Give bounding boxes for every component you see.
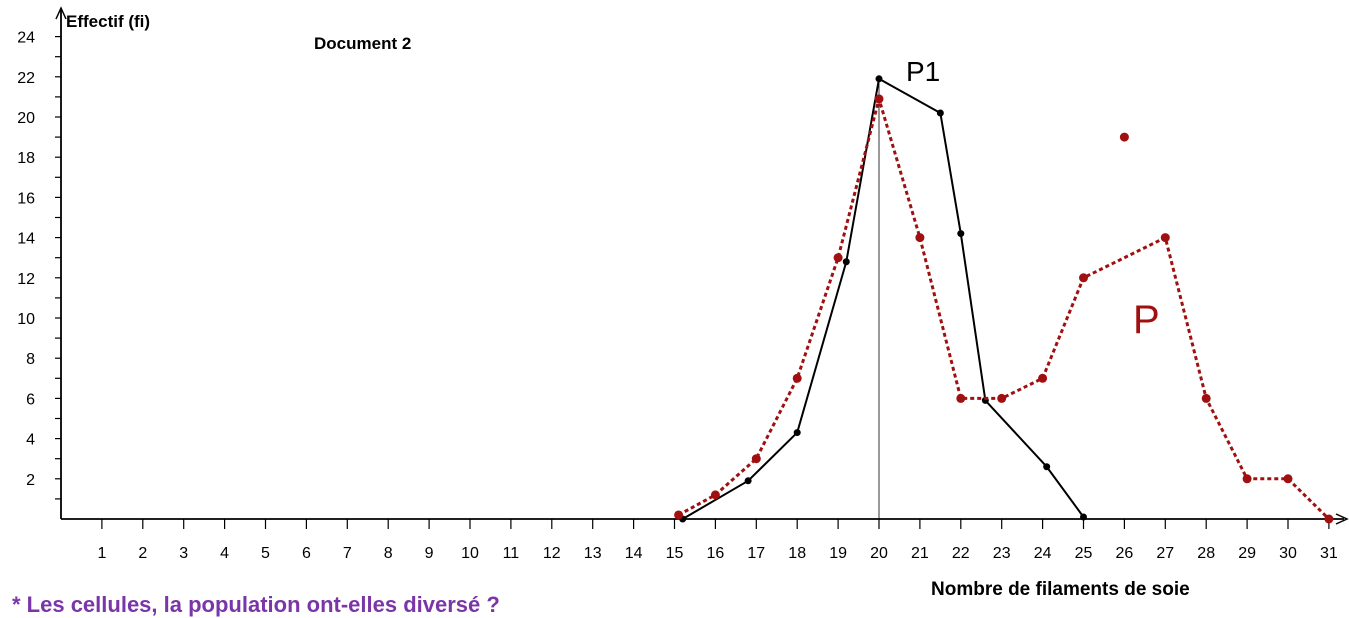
data-point-p xyxy=(1242,474,1252,484)
data-point-p xyxy=(751,454,761,464)
x-tick-label: 23 xyxy=(993,545,1011,562)
data-point-p xyxy=(1038,373,1048,383)
x-tick-label: 20 xyxy=(870,545,888,562)
question-text: * Les cellules, la population ont-elles … xyxy=(12,592,500,617)
y-tick-label: 8 xyxy=(26,351,35,368)
x-tick-label: 7 xyxy=(343,545,352,562)
x-tick-label: 2 xyxy=(138,545,147,562)
x-tick-label: 21 xyxy=(911,545,929,562)
series-line-p1 xyxy=(682,77,1085,520)
x-tick-label: 24 xyxy=(1034,545,1052,562)
y-axis-label: Effectif (fi) xyxy=(66,12,151,31)
data-point-p xyxy=(1201,393,1211,403)
data-point-p1 xyxy=(957,230,965,238)
x-tick-label: 5 xyxy=(261,545,270,562)
x-tick-label: 31 xyxy=(1320,545,1338,562)
data-point-p xyxy=(1324,514,1334,524)
data-point-p xyxy=(956,393,966,403)
data-point-p xyxy=(674,510,684,520)
y-tick-label: 18 xyxy=(17,150,35,167)
x-tick-label: 22 xyxy=(952,545,970,562)
data-point-p xyxy=(833,253,843,263)
x-tick-label: 28 xyxy=(1197,545,1215,562)
y-axis-arrow xyxy=(55,6,67,20)
y-tick-label: 10 xyxy=(17,311,35,328)
data-point-p xyxy=(915,233,925,243)
data-point-p xyxy=(710,490,720,500)
data-point-p1 xyxy=(793,429,801,437)
data-point-p1 xyxy=(1080,513,1087,521)
x-tick-label: 11 xyxy=(503,545,520,562)
series-label-p1: P1 xyxy=(906,56,941,87)
data-point-p xyxy=(1079,273,1088,283)
x-tick-label: 9 xyxy=(425,545,434,562)
x-tick-label: 25 xyxy=(1075,545,1093,562)
x-tick-label: 16 xyxy=(707,545,725,562)
data-point-p xyxy=(1119,132,1129,142)
y-tick-label: 2 xyxy=(26,472,35,489)
x-tick-label: 10 xyxy=(461,545,479,562)
data-point-p1 xyxy=(842,258,850,266)
data-point-p1 xyxy=(744,477,752,485)
data-point-p xyxy=(792,373,802,383)
x-tick-label: 17 xyxy=(747,545,765,562)
x-tick-label: 18 xyxy=(788,545,806,562)
data-point-p xyxy=(1283,474,1293,484)
data-point-p xyxy=(1160,233,1170,243)
data-point-p1 xyxy=(936,109,944,117)
y-tick-label: 24 xyxy=(17,30,35,47)
x-tick-label: 29 xyxy=(1238,545,1256,562)
document-label: Document 2 xyxy=(314,34,412,53)
data-point-p1 xyxy=(875,75,883,83)
x-tick-label: 3 xyxy=(179,545,188,562)
x-axis-label: Nombre de filaments de soie xyxy=(931,579,1190,600)
x-tick-label: 1 xyxy=(97,545,106,562)
y-tick-label: 22 xyxy=(17,70,35,87)
y-tick-label: 14 xyxy=(17,231,35,248)
y-tick-label: 4 xyxy=(26,432,35,449)
series-line-p xyxy=(677,97,1330,521)
x-tick-label: 14 xyxy=(625,545,643,562)
y-tick-label: 12 xyxy=(17,271,35,288)
x-tick-label: 13 xyxy=(584,545,602,562)
y-tick-label: 20 xyxy=(17,110,35,127)
x-tick-label: 12 xyxy=(543,545,561,562)
x-axis-arrow xyxy=(1335,513,1349,525)
y-tick-label: 6 xyxy=(26,391,35,408)
data-point-p xyxy=(997,393,1007,403)
series-label-p: P xyxy=(1133,298,1160,342)
x-tick-label: 6 xyxy=(302,545,311,562)
x-tick-label: 8 xyxy=(384,545,393,562)
x-tick-label: 26 xyxy=(1116,545,1134,562)
x-tick-label: 4 xyxy=(220,545,229,562)
x-tick-label: 27 xyxy=(1156,545,1174,562)
x-tick-label: 19 xyxy=(829,545,847,562)
y-tick-label: 16 xyxy=(17,190,35,207)
x-tick-label: 15 xyxy=(666,545,684,562)
x-tick-label: 30 xyxy=(1279,545,1297,562)
data-point-p1 xyxy=(1043,463,1051,471)
data-point-p xyxy=(874,94,884,104)
